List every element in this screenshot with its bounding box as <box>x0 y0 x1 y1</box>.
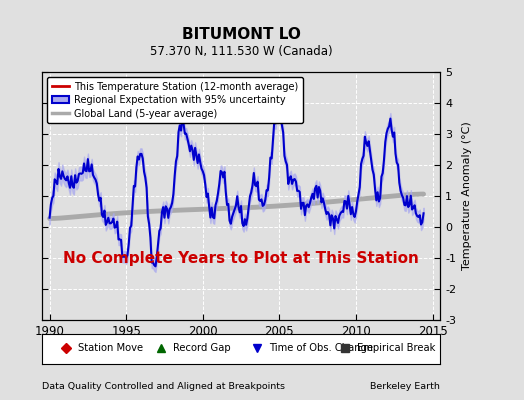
Y-axis label: Temperature Anomaly (°C): Temperature Anomaly (°C) <box>462 122 472 270</box>
Text: Record Gap: Record Gap <box>173 343 231 354</box>
Text: No Complete Years to Plot at This Station: No Complete Years to Plot at This Statio… <box>63 250 419 266</box>
Text: Empirical Break: Empirical Break <box>356 343 435 354</box>
Text: 57.370 N, 111.530 W (Canada): 57.370 N, 111.530 W (Canada) <box>150 45 332 58</box>
Text: Berkeley Earth: Berkeley Earth <box>370 382 440 391</box>
Text: Data Quality Controlled and Aligned at Breakpoints: Data Quality Controlled and Aligned at B… <box>42 382 285 391</box>
Text: Station Move: Station Move <box>78 343 143 354</box>
Text: BITUMONT LO: BITUMONT LO <box>182 27 300 42</box>
Legend: This Temperature Station (12-month average), Regional Expectation with 95% uncer: This Temperature Station (12-month avera… <box>47 77 303 123</box>
Text: Time of Obs. Change: Time of Obs. Change <box>269 343 373 354</box>
